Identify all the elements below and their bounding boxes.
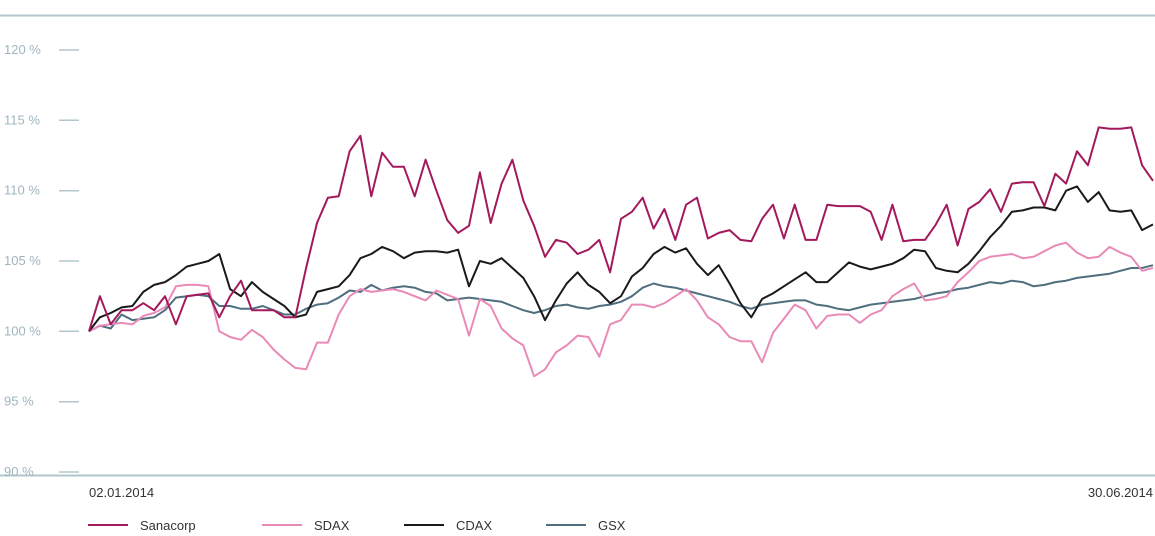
y-tick-label: 90 % <box>4 464 34 479</box>
legend-label-sanacorp: Sanacorp <box>140 518 196 533</box>
x-end-label: 30.06.2014 <box>1088 485 1153 500</box>
y-tick-label: 95 % <box>4 394 34 409</box>
series-line-sanacorp <box>88 126 1154 332</box>
x-start-label: 02.01.2014 <box>89 485 154 500</box>
legend-label-cdax: CDAX <box>456 518 492 533</box>
legend-label-sdax: SDAX <box>314 518 350 533</box>
legend: Sanacorp SDAX CDAX GSX <box>88 518 626 533</box>
y-tick-label: 115 % <box>4 112 40 127</box>
series-line-cdax <box>88 185 1154 332</box>
y-tick-label: 100 % <box>4 323 41 338</box>
y-tick-label: 105 % <box>4 253 41 268</box>
y-axis: 90 % 95 % 100 % 105 % 110 % 115 % 120 % <box>4 42 79 479</box>
legend-label-gsx: GSX <box>598 518 626 533</box>
series-line-sdax <box>88 241 1154 378</box>
y-tick-label: 120 % <box>4 42 41 57</box>
series-line-gsx <box>88 264 1154 333</box>
series-lines <box>88 126 1154 378</box>
y-tick-label: 110 % <box>4 183 40 198</box>
